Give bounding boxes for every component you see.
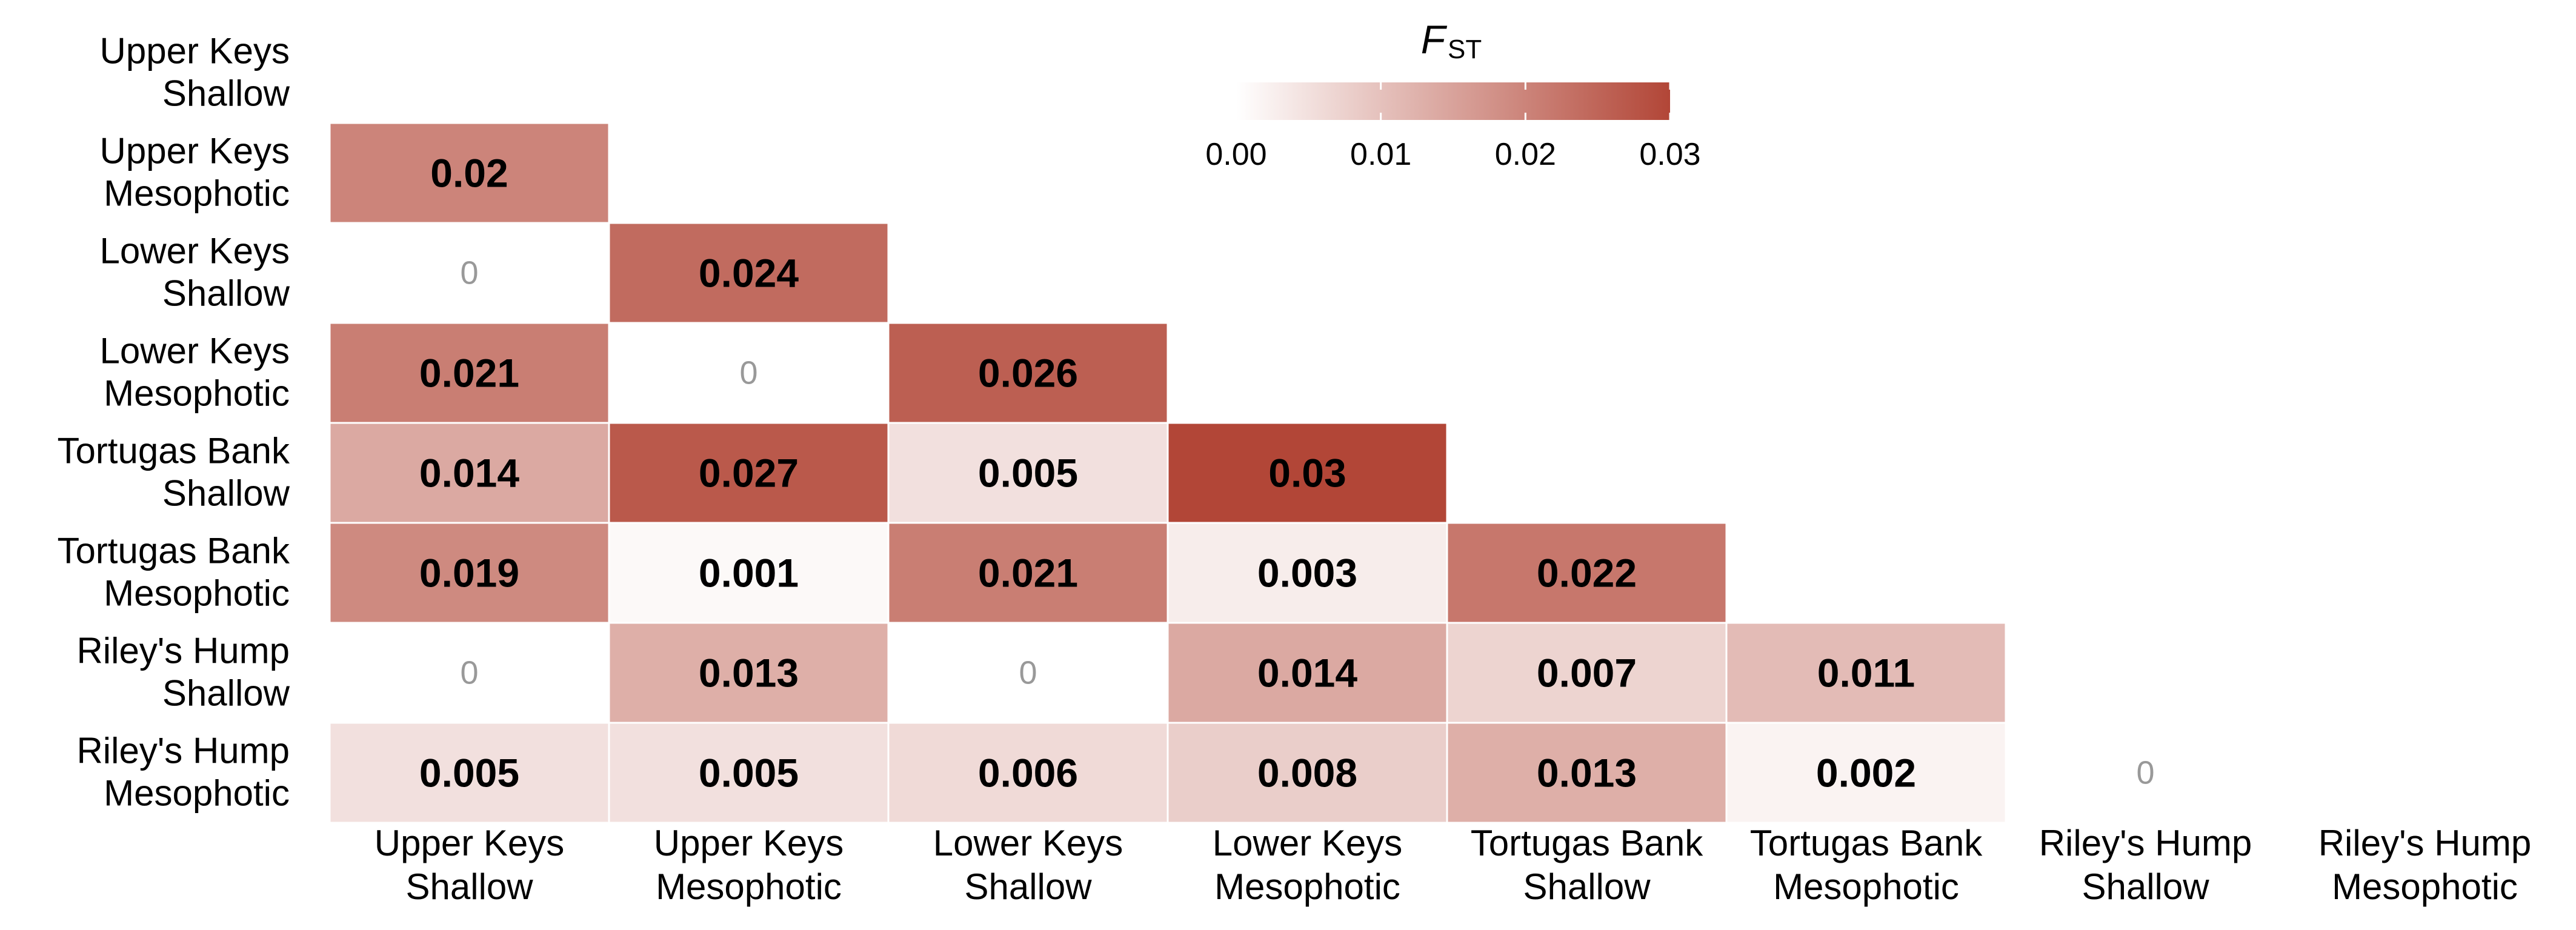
heatmap-cell (1167, 422, 1448, 524)
row-labels: Upper Keys Shallow Upper Keys Mesophotic Low… (57, 31, 290, 814)
row-label: Lower Keys Mesophotic (100, 331, 290, 414)
heatmap-cell (328, 522, 610, 624)
cell-value-label: 0.019 (419, 551, 519, 596)
heatmap-cell (1725, 622, 2007, 724)
heatmap-cell (608, 222, 890, 324)
row-label: Tortugas Bank Mesophotic (57, 531, 290, 614)
column-label: Lower Keys Shallow (933, 823, 1123, 907)
column-label: Tortugas Bank Shallow (1471, 823, 1704, 907)
heatmap-cell (608, 422, 890, 524)
heatmap-cell (887, 722, 1169, 824)
cell-value-label: 0 (1019, 655, 1037, 691)
cell-value-label: 0 (2136, 755, 2154, 791)
column-label: Tortugas Bank Mesophotic (1750, 823, 1983, 907)
heatmap-cell (608, 622, 890, 724)
heatmap-cell (328, 122, 610, 224)
legend-title-sub: ST (1448, 35, 1482, 64)
heatmap-cell (887, 322, 1169, 424)
heatmap-cell (328, 322, 610, 424)
legend-title: FST (1421, 17, 1482, 64)
cell-value-label: 0.005 (978, 451, 1078, 496)
row-label: Riley's Hump Shallow (76, 631, 290, 714)
legend-tick-label: 0.02 (1495, 137, 1556, 172)
column-label: Lower Keys Mesophotic (1213, 823, 1402, 907)
row-label: Riley's Hump Mesophotic (76, 731, 290, 814)
cell-value-label: 0.013 (1537, 751, 1637, 795)
cell-value-label: 0.013 (699, 651, 799, 696)
legend-tick-label: 0.03 (1639, 137, 1700, 172)
cell-value-label: 0.006 (978, 751, 1078, 795)
cell-value-label: 0.014 (1257, 651, 1357, 696)
cell-value-label: 0.026 (978, 351, 1078, 396)
column-labels: Upper Keys Shallow Upper Keys Mesophotic Low… (374, 823, 2532, 907)
column-label: Upper Keys Shallow (374, 823, 564, 907)
cell-value-label: 0.001 (699, 551, 799, 596)
row-label: Upper Keys Shallow (100, 31, 290, 114)
heatmap-cell (1446, 722, 1728, 824)
cell-value-label: 0.014 (419, 451, 519, 496)
heatmap-cell (328, 422, 610, 524)
row-label: Tortugas Bank Shallow (57, 431, 290, 514)
cell-value-label: 0.022 (1537, 551, 1637, 596)
heatmap-cell (608, 722, 890, 824)
heatmap-cell (1446, 622, 1728, 724)
row-label: Lower Keys Shallow (100, 231, 290, 314)
legend-tick-label: 0.00 (1205, 137, 1266, 172)
cell-value-label: 0.002 (1816, 751, 1916, 795)
cell-value-label: 0.024 (699, 251, 799, 296)
cell-value-label: 0 (460, 655, 478, 691)
cell-value-label: 0.027 (699, 451, 799, 496)
column-label: Riley's Hump Mesophotic (2318, 823, 2532, 907)
legend-title-main: F (1421, 17, 1448, 62)
cell-value-label: 0.011 (1817, 651, 1915, 696)
column-label: Upper Keys Mesophotic (654, 823, 844, 907)
cell-value-label: 0 (739, 355, 757, 391)
legend-color-bar (1236, 82, 1670, 120)
heatmap-cell (608, 522, 890, 624)
cell-value-label: 0.008 (1257, 751, 1357, 795)
cell-value-label: 0.003 (1257, 551, 1357, 596)
cell-value-label: 0.005 (699, 751, 799, 795)
legend-ticks: 0.00 0.01 0.02 0.03 (1205, 82, 1701, 172)
cell-value-label: 0.005 (419, 751, 519, 795)
cell-value-label: 0.021 (978, 551, 1078, 596)
heatmap-cell (1725, 722, 2007, 824)
cell-value-label: 0.02 (430, 151, 508, 196)
cell-value-label: 0.007 (1537, 651, 1637, 696)
heatmap-cell (328, 722, 610, 824)
cell-value-label: 0.021 (419, 351, 519, 396)
cell-value-label: 0 (460, 255, 478, 291)
heatmap-cell (1446, 522, 1728, 624)
heatmap-cell (1167, 722, 1448, 824)
row-label: Upper Keys Mesophotic (100, 131, 290, 214)
heatmap-cell (1167, 522, 1448, 624)
cell-value-label: 0.03 (1268, 451, 1346, 496)
legend-tick-label: 0.01 (1350, 137, 1411, 172)
column-label: Riley's Hump Shallow (2039, 823, 2252, 907)
color-legend: FST 0.00 0.01 0.02 0.03 (1205, 17, 1700, 172)
heatmap-cells: 0.02 0 0.024 0.021 0 0.026 0.014 0.027 0.005 0.03… (328, 122, 2155, 824)
